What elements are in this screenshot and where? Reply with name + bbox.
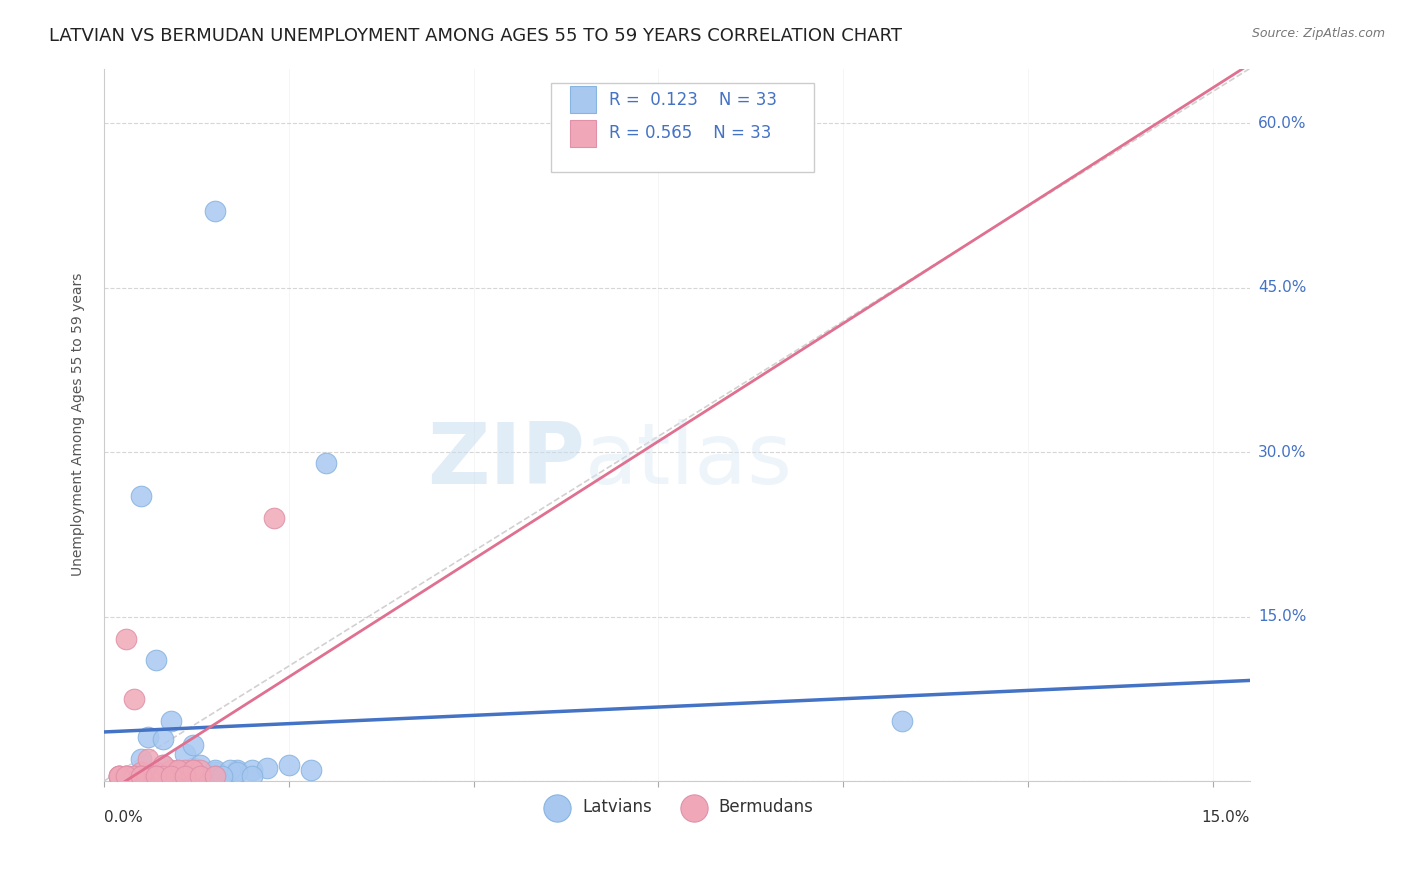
Text: Source: ZipAtlas.com: Source: ZipAtlas.com [1251, 27, 1385, 40]
Point [152, 732, 174, 747]
Point [159, 763, 181, 777]
Point [129, 768, 152, 782]
Point [107, 768, 129, 782]
Point [122, 768, 145, 782]
Text: R =  0.123    N = 33: R = 0.123 N = 33 [609, 91, 778, 109]
Point [107, 768, 129, 782]
Point [299, 763, 322, 777]
Point [263, 511, 285, 525]
Point [107, 768, 129, 782]
Point [138, 730, 160, 744]
Point [138, 768, 160, 782]
Point [181, 738, 204, 752]
Point [315, 456, 337, 470]
Point [129, 489, 152, 503]
Point [145, 768, 167, 782]
Point [145, 653, 167, 667]
Text: 0.0%: 0.0% [104, 810, 143, 824]
Point [129, 765, 152, 780]
Text: 15.0%: 15.0% [1258, 609, 1306, 624]
Point [174, 747, 197, 761]
Point [115, 768, 138, 782]
Text: atlas: atlas [585, 419, 793, 502]
Point [204, 765, 226, 780]
Point [204, 768, 226, 782]
Point [891, 714, 914, 728]
FancyBboxPatch shape [551, 83, 814, 172]
Point [159, 768, 181, 782]
Point [129, 768, 152, 782]
Point [115, 768, 138, 782]
Text: 60.0%: 60.0% [1258, 116, 1306, 131]
Point [188, 768, 211, 782]
Point [152, 766, 174, 780]
Point [188, 757, 211, 772]
Point [145, 768, 167, 782]
Point [240, 763, 263, 777]
Point [218, 763, 240, 777]
Bar [571, 120, 596, 147]
Point [256, 761, 278, 775]
Y-axis label: Unemployment Among Ages 55 to 59 years: Unemployment Among Ages 55 to 59 years [72, 273, 86, 576]
Point [115, 768, 138, 782]
Point [115, 632, 138, 646]
Point [277, 757, 299, 772]
Point [138, 768, 160, 782]
Point [240, 768, 263, 782]
Point [181, 761, 204, 775]
Point [204, 763, 226, 777]
Point [174, 768, 197, 782]
Point [211, 768, 233, 782]
Point [159, 714, 181, 728]
Point [204, 768, 226, 782]
Point [152, 757, 174, 772]
Point [167, 765, 190, 780]
Text: R = 0.565    N = 33: R = 0.565 N = 33 [609, 124, 772, 143]
Point [145, 766, 167, 780]
Point [122, 768, 145, 782]
Point [122, 768, 145, 782]
Point [138, 752, 160, 766]
Point [188, 768, 211, 782]
Point [181, 763, 204, 777]
Bar [571, 87, 596, 113]
Point [167, 763, 190, 777]
Point [115, 768, 138, 782]
Point [129, 752, 152, 766]
Text: 30.0%: 30.0% [1258, 445, 1306, 459]
Point [167, 763, 190, 777]
Text: 45.0%: 45.0% [1258, 280, 1306, 295]
Point [188, 763, 211, 777]
Point [204, 204, 226, 219]
Point [122, 691, 145, 706]
Point [181, 763, 204, 777]
Point [226, 765, 249, 780]
Text: LATVIAN VS BERMUDAN UNEMPLOYMENT AMONG AGES 55 TO 59 YEARS CORRELATION CHART: LATVIAN VS BERMUDAN UNEMPLOYMENT AMONG A… [49, 27, 903, 45]
Point [226, 763, 249, 777]
Legend: Latvians, Bermudans: Latvians, Bermudans [534, 791, 820, 822]
Point [152, 768, 174, 782]
Point [167, 768, 190, 782]
Point [152, 757, 174, 772]
Point [107, 768, 129, 782]
Text: ZIP: ZIP [427, 419, 585, 502]
Text: 15.0%: 15.0% [1202, 810, 1250, 824]
Point [174, 763, 197, 777]
